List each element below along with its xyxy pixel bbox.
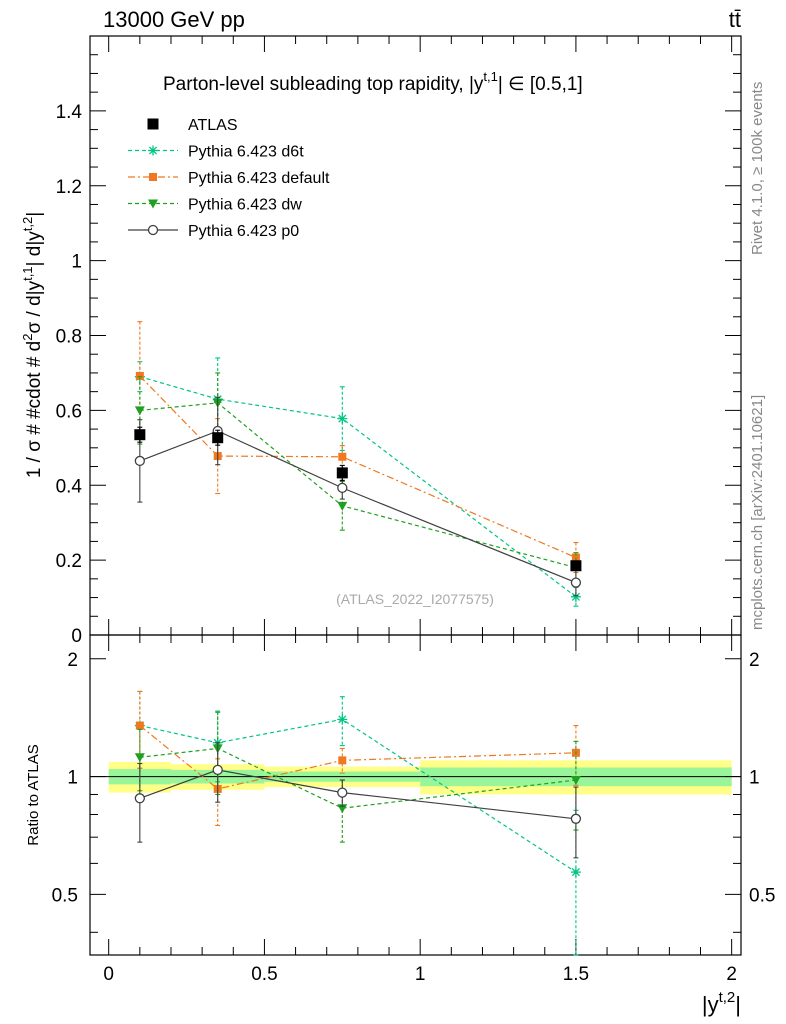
main-y-tick-labels: 0 0.2 0.4 0.6 0.8 1 1.2 1.4 [56,102,83,647]
ratio-y-tick-labels: 0.5 0.5 1 1 2 2 [52,650,776,907]
legend-label: Pythia 6.423 d6t [188,144,304,161]
legend-label: Pythia 6.423 default [188,170,330,187]
series-1-ratio-line [139,725,576,790]
y-tick-label: 1.2 [56,177,82,198]
chart-title: Parton-level subleading top rapidity, |y… [163,69,583,95]
series-1-ratio-errorbar [573,725,579,786]
series-1-point [338,452,347,461]
series-3-ratio-point [134,793,145,804]
series-2-ratio-point [570,775,581,785]
series-0-ratio-line [139,718,577,873]
series-0-line [139,376,577,598]
legend: ATLAS Pythia 6.423 d6t Pythia 6.423 defaul… [128,117,330,240]
series-2-ratio-point [134,753,145,763]
y-tick-label: 0.2 [56,551,82,572]
series-3-ratio-point [212,764,223,776]
ratio-tick-label-right: 2 [749,650,760,671]
ratio-plot-frame [89,634,742,956]
legend-marker [149,173,157,181]
process-label: tt̄ [729,7,741,32]
ratio-tick-label: 2 [67,650,78,671]
series-1-ratio-point [135,721,144,730]
series-3-point [134,455,145,467]
series-3-ratio-point [570,813,582,824]
atlas-point [336,467,348,479]
atlas-point [134,429,146,441]
x-tick-labels: 0 0.5 1 1.5 2 [103,964,737,985]
series-2-ratio-line [139,747,576,809]
legend-marker [148,199,158,209]
main-axis-ticks [90,36,741,636]
series-0-ratio-point [570,867,581,878]
y-tick-label: 0.8 [56,327,82,348]
series-2-point [134,406,145,416]
y-tick-label: 0 [71,626,82,647]
series-3-point [570,577,582,588]
ratio-tick-label: 1 [67,768,78,789]
atlas-point [212,432,224,444]
series-1-ratio-point [338,756,347,765]
legend-marker [147,118,159,130]
y-tick-label: 0.4 [56,476,83,497]
legend-entry: Pythia 6.423 p0 [128,223,299,240]
ratio-y-axis-label: Ratio to ATLAS [25,744,42,845]
series-1-point [135,371,144,380]
ratio-axis-ticks [90,635,741,955]
y-tick-label: 1 [71,252,82,273]
series-3-ratio-line [139,769,576,820]
atlas-point [570,560,582,572]
legend-marker [148,145,158,156]
x-tick-label: 1.5 [563,964,589,985]
legend-label: Pythia 6.423 p0 [188,223,299,240]
series-3-line [139,430,577,584]
energy-label: 13000 GeV pp [103,7,245,32]
series-1-point [571,553,580,562]
legend-entry: Pythia 6.423 dw [128,197,302,214]
series-2-point [337,501,348,511]
series-2-line [139,402,577,569]
legend-label: ATLAS [188,117,238,134]
legend-marker [147,224,159,236]
analysis-label: (ATLAS_2022_I2077575) [336,591,494,607]
x-tick-label: 2 [726,964,737,985]
ratio-tick-label-right: 0.5 [749,885,775,906]
x-tick-label: 1 [415,964,426,985]
legend-entry: Pythia 6.423 d6t [128,144,304,161]
rivet-label: Rivet 4.1.0, ≥ 100k events [749,82,766,255]
series-0-ratio-errorbar [339,696,345,747]
mcplots-label: mcplots.cern.ch [arXiv:2401.10621] [749,395,766,630]
legend-entry: Pythia 6.423 default [128,170,330,187]
y-tick-label: 0.6 [56,401,82,422]
series-0-point [337,413,348,424]
legend-label: Pythia 6.423 dw [188,197,302,214]
main-y-axis-label: 1 / σ # #cdot # d2σ / d|yt,1| d|yt,2| [20,212,45,478]
main-series-layer [134,321,582,607]
ratio-tick-label: 0.5 [52,885,78,906]
x-axis-label: |yt,2| [702,989,741,1017]
ratio-series-layer [134,690,582,956]
x-tick-label: 0 [103,964,114,985]
y-tick-label: 1.4 [56,102,83,123]
series-1-line [139,375,577,559]
ratio-tick-label-right: 1 [749,768,760,789]
ratio-uncertainty-bands [90,760,741,795]
x-tick-label: 0.5 [251,964,277,985]
series-3-point [337,482,348,494]
series-3-ratio-point [337,787,348,798]
legend-entry: ATLAS [147,117,238,134]
series-0-point [570,591,581,602]
series-0-ratio-point [337,714,348,725]
